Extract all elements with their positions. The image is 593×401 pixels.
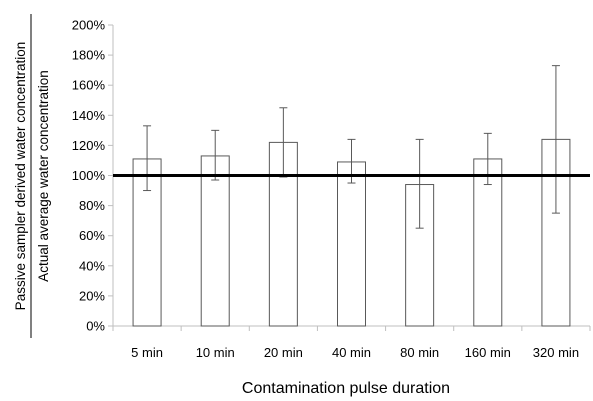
y-tick-label: 200% xyxy=(72,18,106,33)
y-axis-title: Passive sampler derived water concentrat… xyxy=(13,14,51,338)
y-axis-title-numerator: Passive sampler derived water concentrat… xyxy=(13,42,28,311)
x-tick-label: 40 min xyxy=(332,345,371,360)
y-tick-label: 20% xyxy=(79,288,105,303)
y-tick-label: 120% xyxy=(72,138,106,153)
y-tick-label: 60% xyxy=(79,228,105,243)
bar xyxy=(473,158,503,327)
y-axis-title-denominator: Actual average water concentration xyxy=(36,70,51,282)
y-tick-label: 40% xyxy=(79,258,105,273)
y-tick-label: 140% xyxy=(72,108,106,123)
y-tick-label: 180% xyxy=(72,48,106,63)
y-tick-labels: 0% 20% 40% 60% 80% 100% 120% 140% 160% 180% 200% xyxy=(72,18,106,334)
x-tick-label: 80 min xyxy=(400,345,439,360)
x-tick-label: 160 min xyxy=(465,345,511,360)
y-tick-label: 80% xyxy=(79,198,105,213)
x-tick-labels: 5 min 10 min 20 min 40 min 80 min 160 min 320 … xyxy=(131,345,579,360)
bar xyxy=(200,155,230,327)
y-tick-label: 160% xyxy=(72,78,106,93)
x-tick-label: 5 min xyxy=(131,345,163,360)
y-tick-label: 0% xyxy=(86,319,105,334)
y-tick-label: 100% xyxy=(72,168,106,183)
x-tick-label: 10 min xyxy=(196,345,235,360)
x-tick-label: 320 min xyxy=(533,345,579,360)
x-tick-label: 20 min xyxy=(264,345,303,360)
x-axis-title: Contamination pulse duration xyxy=(242,380,450,397)
bar xyxy=(337,161,366,327)
